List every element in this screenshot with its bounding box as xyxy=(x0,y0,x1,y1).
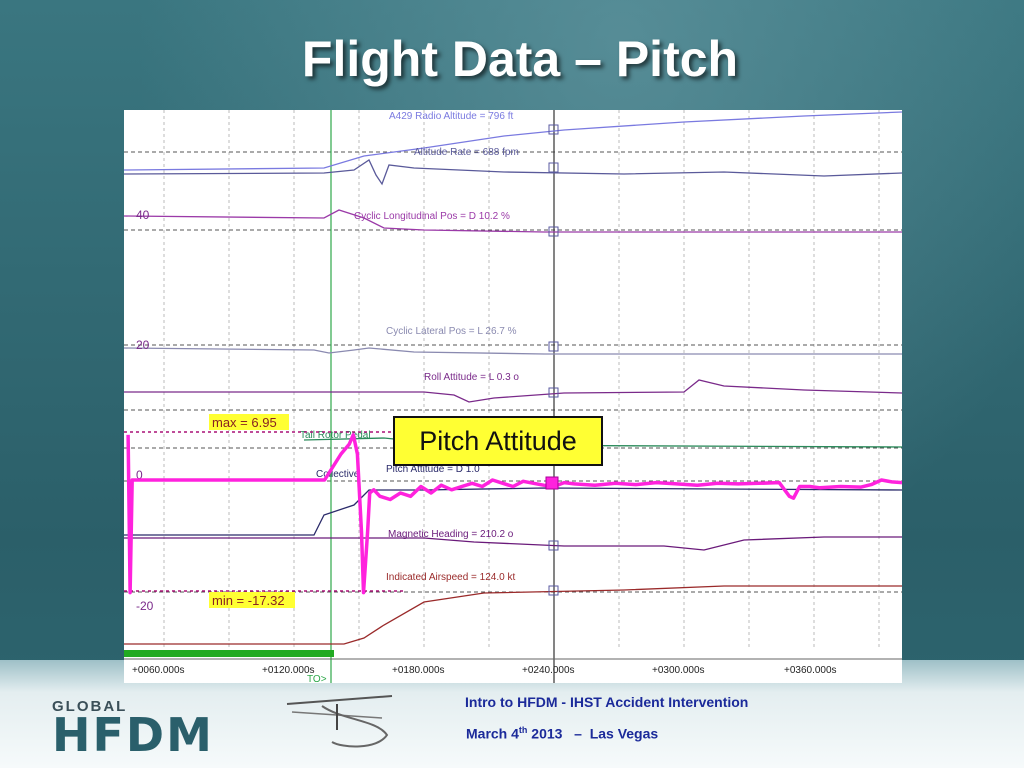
annotation-min: min = -17.32 xyxy=(209,592,295,608)
x-axis: +0060.000s +0120.000s +0180.000s +0240.000s… xyxy=(132,665,837,676)
indicated-airspeed-trace xyxy=(124,585,902,645)
x-tick-label: +0360.000s xyxy=(784,665,837,676)
altitude-rate-trace xyxy=(124,159,902,186)
y-tick-40: 40 xyxy=(136,208,150,222)
label-airspeed: Indicated Airspeed = 124.0 kt xyxy=(386,572,515,583)
label-collective: Collective xyxy=(316,469,360,480)
footer-date-sup: th xyxy=(518,725,528,735)
y-tick-0: 0 xyxy=(136,468,143,482)
label-roll: Roll Attitude = L 0.3 o xyxy=(424,372,519,383)
parameter-traces xyxy=(124,111,902,645)
label-cyclic-long: Cyclic Longitudinal Pos = D 10.2 % xyxy=(354,211,510,222)
time-range-bar[interactable] xyxy=(124,650,334,657)
logo-hfdm-text: HFDM xyxy=(52,708,214,762)
svg-text:max = 6.95: max = 6.95 xyxy=(212,415,277,430)
radio-altitude-trace xyxy=(124,111,902,171)
label-pitch-attitude-value: Pitch Attitude = D 1.0 xyxy=(386,464,480,475)
logo-global-text: GLOBAL xyxy=(52,698,128,715)
x-tick-label: +0120.000s xyxy=(262,665,315,676)
collective-trace xyxy=(124,487,902,536)
y-tick-20: 20 xyxy=(136,338,150,352)
x-tick-label: +0240.000s xyxy=(522,665,575,676)
x-tick-label: +0060.000s xyxy=(132,665,185,676)
label-tail-rotor: Tail Rotor Pedal xyxy=(300,430,371,441)
label-radio-altitude: A429 Radio Altitude = 796 ft xyxy=(389,111,513,122)
label-heading: Magnetic Heading = 210.2 o xyxy=(388,529,514,540)
y-axis: 40 20 0 -20 xyxy=(136,208,154,613)
time-gridlines xyxy=(163,110,880,650)
x-tick-label: +0180.000s xyxy=(392,665,445,676)
footer-line-1: Intro to HFDM - IHST Accident Interventi… xyxy=(465,694,749,710)
footer-date-suffix: 2013 – Las Vegas xyxy=(527,725,659,742)
pitch-attitude-series xyxy=(126,433,902,595)
x-tick-label: +0300.000s xyxy=(652,665,705,676)
label-altitude-rate: Altitude Rate = 688 fpm xyxy=(414,147,519,158)
chart-svg: A429 Radio Altitude = 796 ft Altitude Ra… xyxy=(124,110,902,683)
cyclic-lateral-trace xyxy=(124,347,902,355)
magnetic-heading-trace xyxy=(124,536,902,551)
parameter-labels: A429 Radio Altitude = 796 ft Altitude Ra… xyxy=(300,111,519,583)
helicopter-logo-icon xyxy=(286,695,393,748)
takeoff-marker-label: TO> xyxy=(307,674,327,683)
footer-line-2: March 4th 2013 – Las Vegas xyxy=(466,725,658,742)
svg-text:min = -17.32: min = -17.32 xyxy=(212,593,285,608)
label-cyclic-lat: Cyclic Lateral Pos = L 26.7 % xyxy=(386,326,517,337)
roll-attitude-trace xyxy=(124,379,902,403)
flight-data-plot: A429 Radio Altitude = 796 ft Altitude Ra… xyxy=(124,110,902,683)
annotation-max: max = 6.95 xyxy=(209,414,289,430)
slide-title: Flight Data – Pitch xyxy=(301,31,739,87)
footer-date-prefix: March 4 xyxy=(466,725,519,742)
y-tick-minus-20: -20 xyxy=(136,599,154,613)
pitch-attitude-callout: Pitch Attitude xyxy=(393,416,603,466)
cyclic-longitudinal-trace xyxy=(124,209,902,233)
pitch-cursor-marker xyxy=(545,476,559,490)
cursor-markers xyxy=(548,124,559,596)
